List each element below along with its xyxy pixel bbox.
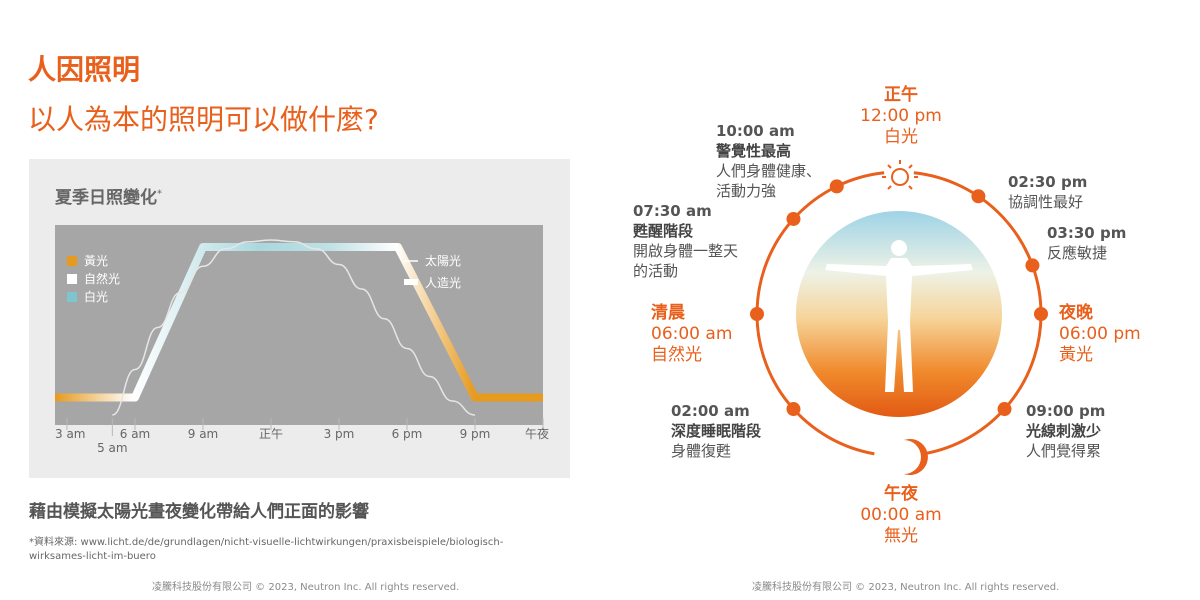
copyright-right: 凌騰科技股份有限公司 © 2023, Neutron Inc. All righ… xyxy=(752,582,1060,593)
label-0200am-desc: 身體復甦 xyxy=(671,442,732,460)
label-evening-desc: 黃光 xyxy=(1059,345,1093,365)
label-evening-heading: 夜晚 xyxy=(1059,303,1093,323)
x-tick-label: 9 am xyxy=(188,427,219,441)
label-0730am-desc1: 開啟身體一整天 xyxy=(633,242,739,260)
label-0900pm-heading: 光線刺激少 xyxy=(1026,422,1102,440)
label-0730am-time: 07:30 am xyxy=(633,202,712,220)
moon-icon xyxy=(904,439,928,475)
label-1000am-time: 10:00 am xyxy=(716,122,795,140)
copyright-left: 凌騰科技股份有限公司 © 2023, Neutron Inc. All righ… xyxy=(152,582,460,593)
label-0330pm: 03:30 pm 反應敏捷 xyxy=(1047,223,1126,263)
label-0900pm-time: 09:00 pm xyxy=(1026,402,1106,420)
label-dawn-desc: 自然光 xyxy=(651,345,702,365)
clock-dot xyxy=(971,189,986,204)
label-midnight-desc: 無光 xyxy=(884,526,918,546)
x-tick-label: 正午 xyxy=(259,427,283,441)
label-1000am-desc1: 人們身體健康、 xyxy=(716,162,822,180)
label-dawn-time: 06:00 am xyxy=(651,324,733,344)
clock-dot xyxy=(997,402,1012,417)
label-0230pm-time: 02:30 pm xyxy=(1008,173,1088,191)
label-midnight-heading: 午夜 xyxy=(884,484,918,504)
legend-swatch-white xyxy=(67,292,77,302)
sun-icon xyxy=(882,160,918,190)
clock-dot xyxy=(750,307,764,321)
label-noon-desc: 白光 xyxy=(884,127,918,147)
plot-grid xyxy=(66,418,544,436)
legend-label-white: 白光 xyxy=(84,289,108,304)
source-note: *資料來源: www.licht.de/de/grundlagen/nicht-… xyxy=(29,537,504,562)
x-tick-label: 9 pm xyxy=(460,427,491,441)
label-0730am-heading: 甦醒階段 xyxy=(633,222,694,240)
label-0900pm-desc: 人們覺得累 xyxy=(1026,442,1102,460)
label-noon-heading: 正午 xyxy=(884,85,918,105)
x-tick-label: 6 pm xyxy=(392,427,423,441)
label-noon: 正午 12:00 pm 白光 xyxy=(855,85,947,148)
clock-dot xyxy=(1025,258,1040,273)
x-tick-label: 3 am xyxy=(55,427,86,441)
label-midnight-time: 00:00 am xyxy=(860,505,942,525)
clock-dot xyxy=(829,179,844,194)
legend-label-sunlight: 太陽光 xyxy=(425,253,461,268)
label-evening-time: 06:00 pm xyxy=(1059,324,1141,344)
legend-label-yellow: 黃光 xyxy=(84,254,108,268)
footnote-mark: * xyxy=(157,188,162,200)
legend-swatch-yellow xyxy=(67,256,77,266)
label-0730am: 07:30 am 甦醒階段 開啟身體一整天 的活動 xyxy=(633,201,738,281)
label-0200am-heading: 深度睡眠階段 xyxy=(671,422,762,440)
clock-dot xyxy=(786,211,801,226)
x-tick-label: 6 am xyxy=(120,427,151,441)
label-0330pm-desc: 反應敏捷 xyxy=(1047,244,1108,262)
x-tick-label: 午夜 xyxy=(525,426,549,441)
label-dawn: 清晨 06:00 am 自然光 xyxy=(651,303,732,366)
label-1000am-desc2: 活動力強 xyxy=(716,182,777,200)
clock-dot xyxy=(1034,307,1048,321)
label-evening: 夜晚 06:00 pm 黃光 xyxy=(1059,303,1141,366)
human-figure-icon xyxy=(825,240,973,392)
label-0200am-time: 02:00 am xyxy=(671,402,750,420)
label-dawn-heading: 清晨 xyxy=(651,303,685,323)
label-0330pm-time: 03:30 pm xyxy=(1047,224,1127,242)
legend-swatch-artificial xyxy=(404,279,418,285)
label-0230pm-desc: 協調性最好 xyxy=(1008,193,1084,211)
label-midnight: 午夜 00:00 am 無光 xyxy=(853,484,949,547)
page-title: 人因照明 xyxy=(28,53,141,86)
label-noon-time: 12:00 pm xyxy=(860,106,942,126)
x-tick-label: 3 pm xyxy=(324,427,355,441)
label-0230pm: 02:30 pm 協調性最好 xyxy=(1008,172,1087,212)
legend-swatch-natural xyxy=(67,274,77,284)
legend-label-artificial: 人造光 xyxy=(425,276,461,290)
clock-markers xyxy=(750,179,1048,417)
label-0730am-desc2: 的活動 xyxy=(633,262,679,280)
tagline: 藉由模擬太陽光晝夜變化帶給人們正面的影響 xyxy=(29,502,369,522)
chart-panel-title: 夏季日照變化* xyxy=(55,188,162,208)
x-axis: 3 am 5 am6 am 9 am 正午 3 pm 6 pm 9 pm 午夜 xyxy=(55,426,549,455)
page-subtitle: 以人為本的照明可以做什麼? xyxy=(28,103,379,136)
x-tick-label: 5 am xyxy=(97,441,128,455)
clock-dot xyxy=(786,402,801,417)
legend-label-natural: 自然光 xyxy=(84,271,120,286)
label-0900pm: 09:00 pm 光線刺激少 人們覺得累 xyxy=(1026,401,1105,461)
label-1000am: 10:00 am 警覺性最高 人們身體健康、 活動力強 xyxy=(716,121,821,201)
label-1000am-heading: 警覺性最高 xyxy=(716,142,792,160)
series-artificial-light xyxy=(55,243,543,402)
label-0200am: 02:00 am 深度睡眠階段 身體復甦 xyxy=(671,401,761,461)
series-sunlight xyxy=(112,239,476,416)
